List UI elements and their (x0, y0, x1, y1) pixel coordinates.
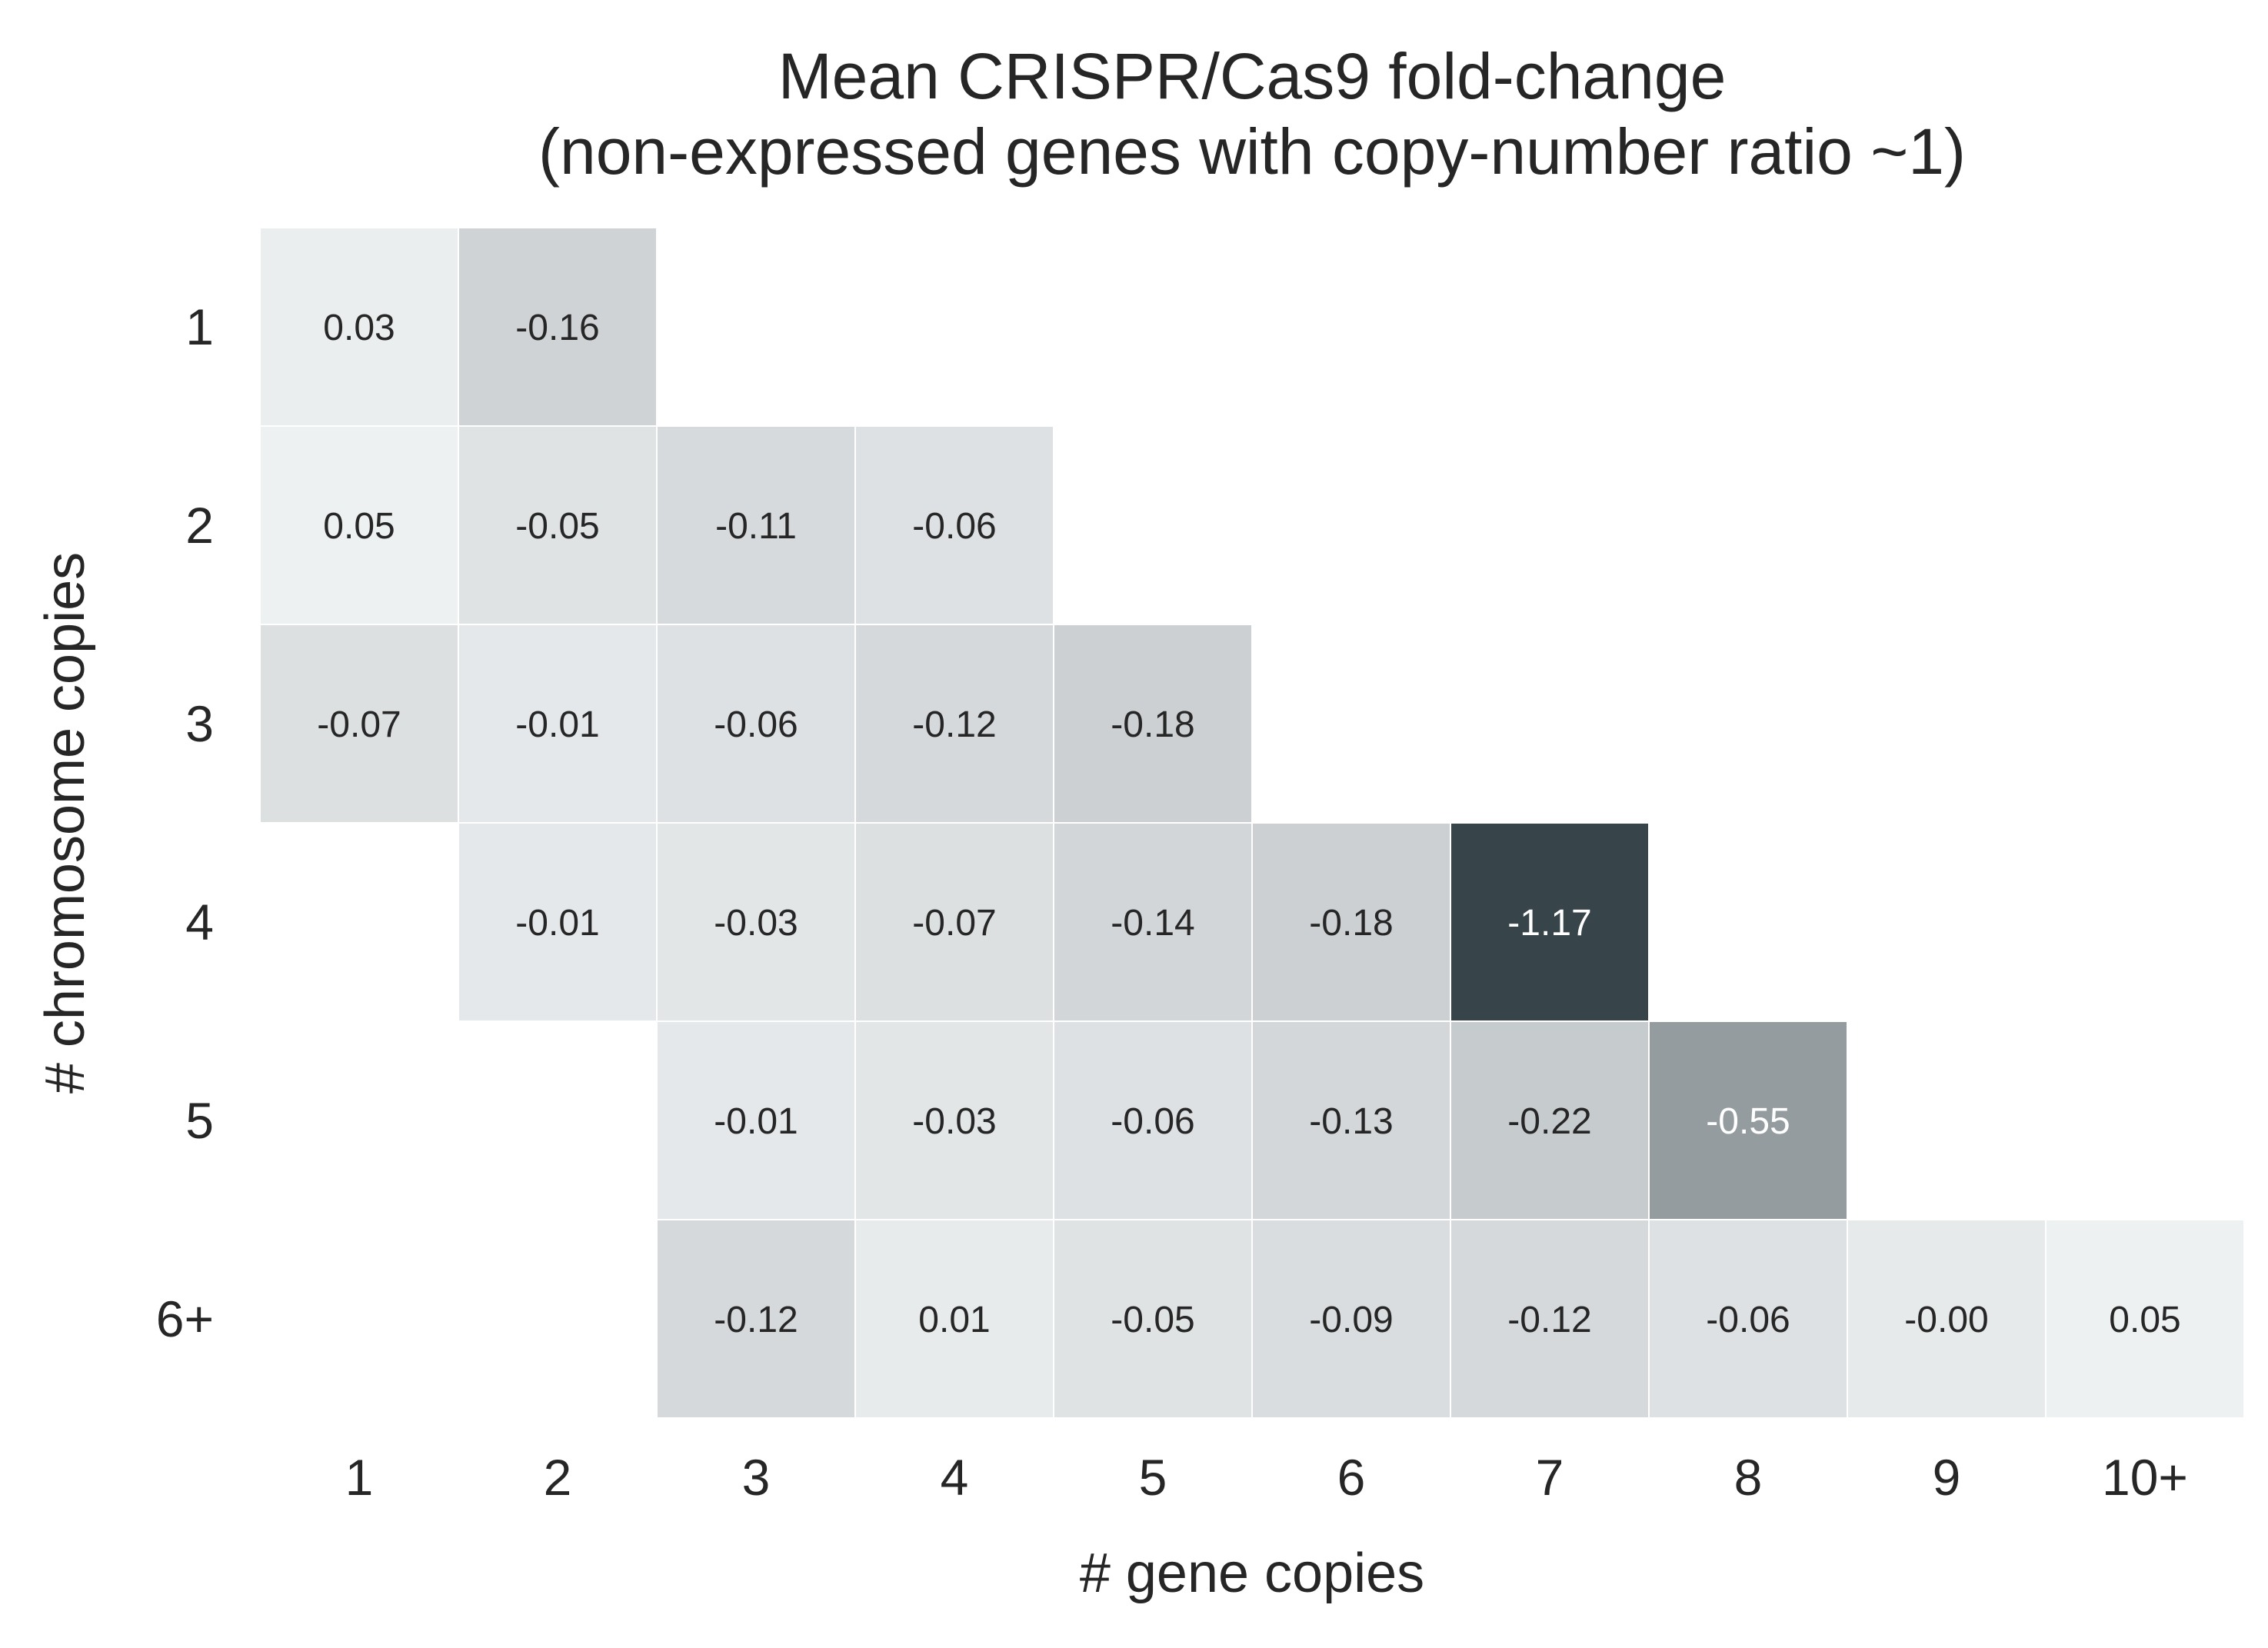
heatmap-cell-r6+-c3 (658, 1220, 854, 1417)
heatmap-cell-r6+-c8 (1650, 1220, 1847, 1417)
cell-value-label: -0.06 (1706, 1300, 1790, 1340)
heatmap-cell-r6+-c9 (1848, 1220, 2045, 1417)
x-tick-labels: 1 2 3 4 5 6 7 8 9 10+ (345, 1449, 2188, 1506)
x-tick-label: 1 (345, 1449, 374, 1506)
heatmap-cell-r2-c3 (658, 427, 854, 624)
cell-value-label: 0.01 (918, 1300, 990, 1340)
heatmap-cell-r4-c5 (1054, 824, 1251, 1020)
y-tick-label: 3 (185, 695, 214, 752)
cell-value-label: -0.14 (1111, 903, 1194, 944)
cell-value-label: -0.09 (1309, 1300, 1393, 1340)
x-tick-label: 7 (1536, 1449, 1564, 1506)
cell-value-label: -0.55 (1706, 1101, 1790, 1142)
y-tick-labels: 1 2 3 4 5 6+ (156, 298, 214, 1347)
x-tick-label: 6 (1337, 1449, 1366, 1506)
y-axis-title: # chromosome copies (35, 552, 96, 1094)
heatmap-cell-r5-c8 (1650, 1022, 1847, 1219)
cell-value-label: -0.22 (1507, 1101, 1591, 1142)
cell-value-label: -0.16 (515, 308, 599, 348)
heatmap-cell-r5-c4 (856, 1022, 1053, 1219)
x-tick-label: 4 (941, 1449, 969, 1506)
heatmap-cell-r5-c7 (1451, 1022, 1648, 1219)
cell-value-label: -0.18 (1309, 903, 1393, 944)
x-tick-label: 8 (1734, 1449, 1763, 1506)
cell-value-label: -0.07 (912, 903, 996, 944)
chart-title-line-2: (non-expressed genes with copy-number ra… (538, 115, 1966, 188)
heatmap-cell-r5-c3 (658, 1022, 854, 1219)
heatmap-cell-r4-c3 (658, 824, 854, 1020)
cell-value-label: -0.12 (912, 704, 996, 745)
y-tick-label: 2 (185, 497, 214, 554)
cell-value-label: -0.06 (912, 506, 996, 547)
heatmap-cell-r3-c2 (459, 625, 656, 822)
cell-value-label: -0.00 (1904, 1300, 1988, 1340)
cell-value-label: -0.06 (1111, 1101, 1194, 1142)
cell-value-label: -0.13 (1309, 1101, 1393, 1142)
chart-title-line-1: Mean CRISPR/Cas9 fold-change (778, 40, 1727, 112)
cell-value-label: -0.05 (1111, 1300, 1194, 1340)
heatmap-cell-r4-c2 (459, 824, 656, 1020)
x-tick-label: 2 (544, 1449, 572, 1506)
cell-value-label: -0.18 (1111, 704, 1194, 745)
heatmap-cell-r3-c5 (1054, 625, 1251, 822)
cell-value-label: -0.07 (317, 704, 401, 745)
cell-value-label: -0.03 (912, 1101, 996, 1142)
cell-value-label: -0.11 (715, 506, 797, 547)
y-tick-label: 1 (185, 298, 214, 355)
x-tick-label: 3 (742, 1449, 771, 1506)
cell-value-label: 0.03 (323, 308, 395, 348)
heatmap-cell-r2-c1 (261, 427, 458, 624)
cell-value-label: -0.05 (515, 506, 599, 547)
x-tick-label: 10+ (2102, 1449, 2188, 1506)
cell-value-label: -0.01 (714, 1101, 798, 1142)
heatmap-cell-r4-c7 (1451, 824, 1648, 1020)
heatmap-cell-r4-c6 (1253, 824, 1450, 1020)
heatmap-cell-r5-c5 (1054, 1022, 1251, 1219)
cell-value-label: -0.12 (714, 1300, 798, 1340)
heatmap-cell-r6+-c5 (1054, 1220, 1251, 1417)
heatmap-cell-r3-c1 (261, 625, 458, 822)
cell-value-label: -0.01 (515, 903, 599, 944)
heatmap-cell-r3-c3 (658, 625, 854, 822)
y-tick-label: 6+ (156, 1290, 214, 1347)
cell-value-label: 0.05 (2109, 1300, 2180, 1340)
heatmap-cell-r6+-c4 (856, 1220, 1053, 1417)
heatmap-cell-r6+-c10+ (2047, 1220, 2243, 1417)
chart-title: Mean CRISPR/Cas9 fold-change(non-express… (538, 40, 1966, 188)
y-tick-label: 4 (185, 894, 214, 951)
cell-value-label: -1.17 (1507, 903, 1591, 944)
heatmap-cell-r2-c4 (856, 427, 1053, 624)
heatmap-cell-r6+-c7 (1451, 1220, 1648, 1417)
cell-value-label: -0.03 (714, 903, 798, 944)
heatmap-cell-r1-c2 (459, 228, 656, 425)
x-axis-title: # gene copies (1080, 1543, 1424, 1604)
heatmap-cell-r2-c2 (459, 427, 656, 624)
heatmap-cell-r1-c1 (261, 228, 458, 425)
heatmap-cell-r5-c6 (1253, 1022, 1450, 1219)
cell-value-label: 0.05 (323, 506, 395, 547)
cell-value-label: -0.12 (1507, 1300, 1591, 1340)
heatmap-cell-r4-c4 (856, 824, 1053, 1020)
heatmap-cell-r3-c4 (856, 625, 1053, 822)
heatmap-cells: 0.03 -0.16 0.05 -0.05 -0.11 -0.06 -0.07 -0.01 -0… (261, 228, 2243, 1417)
cell-value-label: -0.01 (515, 704, 599, 745)
heatmap-cell-r6+-c6 (1253, 1220, 1450, 1417)
cell-value-label: -0.06 (714, 704, 798, 745)
y-tick-label: 5 (185, 1092, 214, 1149)
x-tick-label: 5 (1139, 1449, 1167, 1506)
x-tick-label: 9 (1933, 1449, 1961, 1506)
